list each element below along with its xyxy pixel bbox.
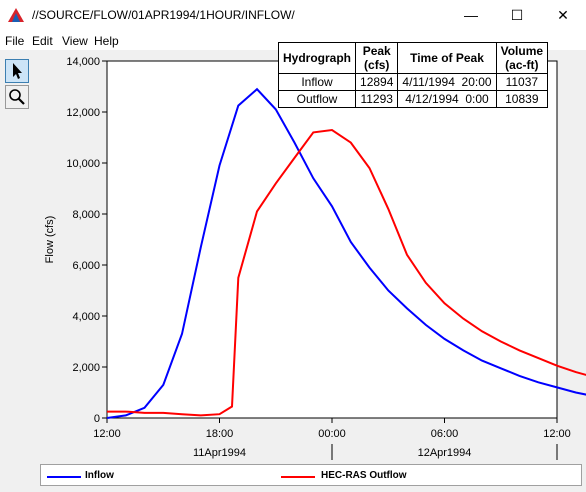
menu-file[interactable]: File (5, 34, 25, 48)
table-cell: 12894 (355, 73, 399, 91)
y-tick-label: 12,000 (66, 107, 100, 119)
header-hydrograph: Hydrograph (277, 42, 357, 74)
maximize-button[interactable]: ☐ (494, 0, 540, 30)
y-tick-label: 4,000 (72, 311, 100, 323)
menu-edit[interactable]: Edit (32, 34, 53, 48)
header-volume: Volume (ac-ft) (495, 42, 549, 74)
title-bar: //SOURCE/FLOW/01APR1994/1HOUR/INFLOW/ — … (0, 0, 586, 30)
arrow-cursor-icon (13, 63, 22, 79)
series-line-inflow (106, 87, 586, 419)
y-axis-label: Flow (cfs) (44, 216, 56, 264)
table-cell: 11293 (355, 90, 399, 108)
flow-chart[interactable]: 0 2,000 4,000 6,000 8,000 10,000 12,000 14,000 F… (0, 50, 586, 460)
table-cell: 10839 (495, 90, 549, 108)
app-icon (8, 8, 24, 22)
table-cell: 11037 (495, 73, 549, 91)
table-header-row: Hydrograph Peak (cfs) Time of Peak Volum… (277, 42, 549, 74)
menu-help[interactable]: Help (94, 34, 119, 48)
header-time-of-peak: Time of Peak (397, 42, 497, 74)
table-cell: Outflow (277, 90, 357, 108)
y-tick-label: 6,000 (72, 260, 100, 272)
plot-area (106, 60, 558, 419)
x-tick-label: 12:00 (93, 428, 121, 440)
x-tick-label: 06:00 (431, 428, 459, 440)
summary-table: Hydrograph Peak (cfs) Time of Peak Volum… (277, 42, 549, 108)
legend: Inflow HEC-RAS Outflow (40, 464, 582, 486)
y-tick-label: 8,000 (72, 209, 100, 221)
header-peak: Peak (cfs) (355, 42, 399, 74)
series-line-outflow (107, 128, 586, 417)
legend-label-outflow: HEC-RAS Outflow (321, 470, 407, 481)
date-label: 11Apr1994 (193, 447, 246, 459)
minimize-icon: — (464, 7, 478, 23)
y-tick-label: 14,000 (66, 56, 100, 68)
y-tick-label: 2,000 (72, 362, 100, 374)
minimize-button[interactable]: — (448, 0, 494, 30)
table-cell: 4/11/1994 20:00 (397, 73, 497, 91)
table-cell: Inflow (277, 73, 357, 91)
date-label: 12Apr1994 (418, 447, 472, 459)
legend-swatch-outflow (281, 476, 315, 478)
select-tool-button[interactable] (5, 59, 29, 83)
legend-label-inflow: Inflow (85, 470, 114, 481)
window-title: //SOURCE/FLOW/01APR1994/1HOUR/INFLOW/ (32, 8, 295, 22)
x-tick-label: 00:00 (318, 428, 346, 440)
table-row: Outflow 11293 4/12/1994 0:00 10839 (277, 90, 549, 108)
close-icon: ✕ (557, 6, 569, 23)
table-row: Inflow 12894 4/11/1994 20:00 11037 (277, 73, 549, 91)
y-tick-label: 10,000 (66, 158, 100, 170)
magnifier-icon (9, 89, 25, 105)
maximize-icon: ☐ (510, 6, 524, 23)
legend-swatch-inflow (47, 476, 81, 478)
x-tick-label: 18:00 (206, 428, 234, 440)
x-tick-label: 12:00 (543, 428, 571, 440)
menu-view[interactable]: View (62, 34, 88, 48)
table-cell: 4/12/1994 0:00 (397, 90, 497, 108)
y-tick-label: 0 (94, 413, 100, 425)
zoom-tool-button[interactable] (5, 85, 29, 109)
close-button[interactable]: ✕ (540, 0, 586, 30)
